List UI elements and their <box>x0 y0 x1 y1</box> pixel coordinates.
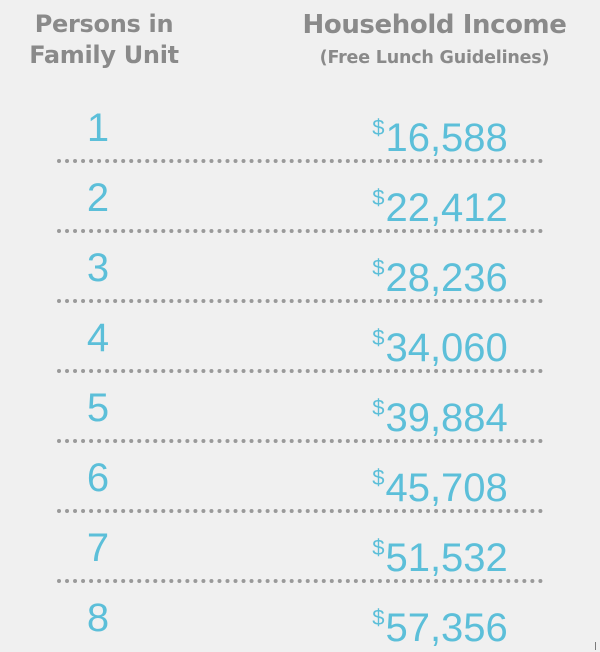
income-amount: 16,588 <box>385 116 508 160</box>
currency-symbol: $ <box>372 325 385 350</box>
income-amount: 34,060 <box>385 326 508 370</box>
dotted-divider <box>57 369 543 373</box>
currency-symbol: $ <box>372 255 385 280</box>
table-row: 4 $34,060 <box>0 299 600 373</box>
income-amount: 51,532 <box>385 536 508 580</box>
currency-symbol: $ <box>372 535 385 560</box>
table-body: 1 $16,588 2 $22,412 3 $28,236 4 $34,060 … <box>0 89 600 650</box>
table-row: 5 $39,884 <box>0 369 600 443</box>
currency-symbol: $ <box>372 605 385 630</box>
income-value: $16,588 <box>345 106 535 160</box>
table-row: 3 $28,236 <box>0 229 600 303</box>
dotted-divider <box>57 229 543 233</box>
persons-count: 1 <box>86 106 110 150</box>
table-row: 8 $57,356 <box>0 579 600 650</box>
table-row: 6 $45,708 <box>0 439 600 513</box>
income-amount: 28,236 <box>385 256 508 300</box>
persons-column-header: Persons in Family Unit <box>14 12 194 74</box>
income-header-subtitle: (Free Lunch Guidelines) <box>319 48 550 68</box>
table-row: 7 $51,532 <box>0 509 600 583</box>
income-value: $28,236 <box>345 246 535 300</box>
currency-symbol: $ <box>372 395 385 420</box>
corner-tick-mark <box>595 642 596 650</box>
dotted-divider <box>57 159 543 163</box>
dotted-divider <box>57 439 543 443</box>
dotted-divider <box>57 299 543 303</box>
income-amount: 22,412 <box>385 186 508 230</box>
currency-symbol: $ <box>372 115 385 140</box>
dotted-divider <box>57 509 543 513</box>
persons-count: 8 <box>86 596 110 640</box>
income-amount: 39,884 <box>385 396 508 440</box>
income-value: $34,060 <box>345 316 535 370</box>
income-value: $45,708 <box>345 456 535 510</box>
persons-count: 2 <box>86 176 110 220</box>
currency-symbol: $ <box>372 465 385 490</box>
income-value: $22,412 <box>345 176 535 230</box>
income-value: $51,532 <box>345 526 535 580</box>
income-value: $39,884 <box>345 386 535 440</box>
income-amount: 57,356 <box>385 606 508 650</box>
persons-header-line-1: Persons in <box>34 10 174 38</box>
dotted-divider <box>57 579 543 583</box>
income-value: $57,356 <box>345 596 535 650</box>
table-row: 2 $22,412 <box>0 159 600 233</box>
persons-count: 7 <box>86 526 110 570</box>
persons-count: 5 <box>86 386 110 430</box>
income-header-title: Household Income <box>302 10 567 40</box>
table-row: 1 $16,588 <box>0 89 600 163</box>
currency-symbol: $ <box>372 185 385 210</box>
income-amount: 45,708 <box>385 466 508 510</box>
persons-count: 6 <box>86 456 110 500</box>
persons-header-line-2: Family Unit <box>29 41 179 69</box>
persons-count: 3 <box>86 246 110 290</box>
persons-count: 4 <box>86 316 110 360</box>
income-column-header: Household Income (Free Lunch Guidelines) <box>282 12 587 68</box>
